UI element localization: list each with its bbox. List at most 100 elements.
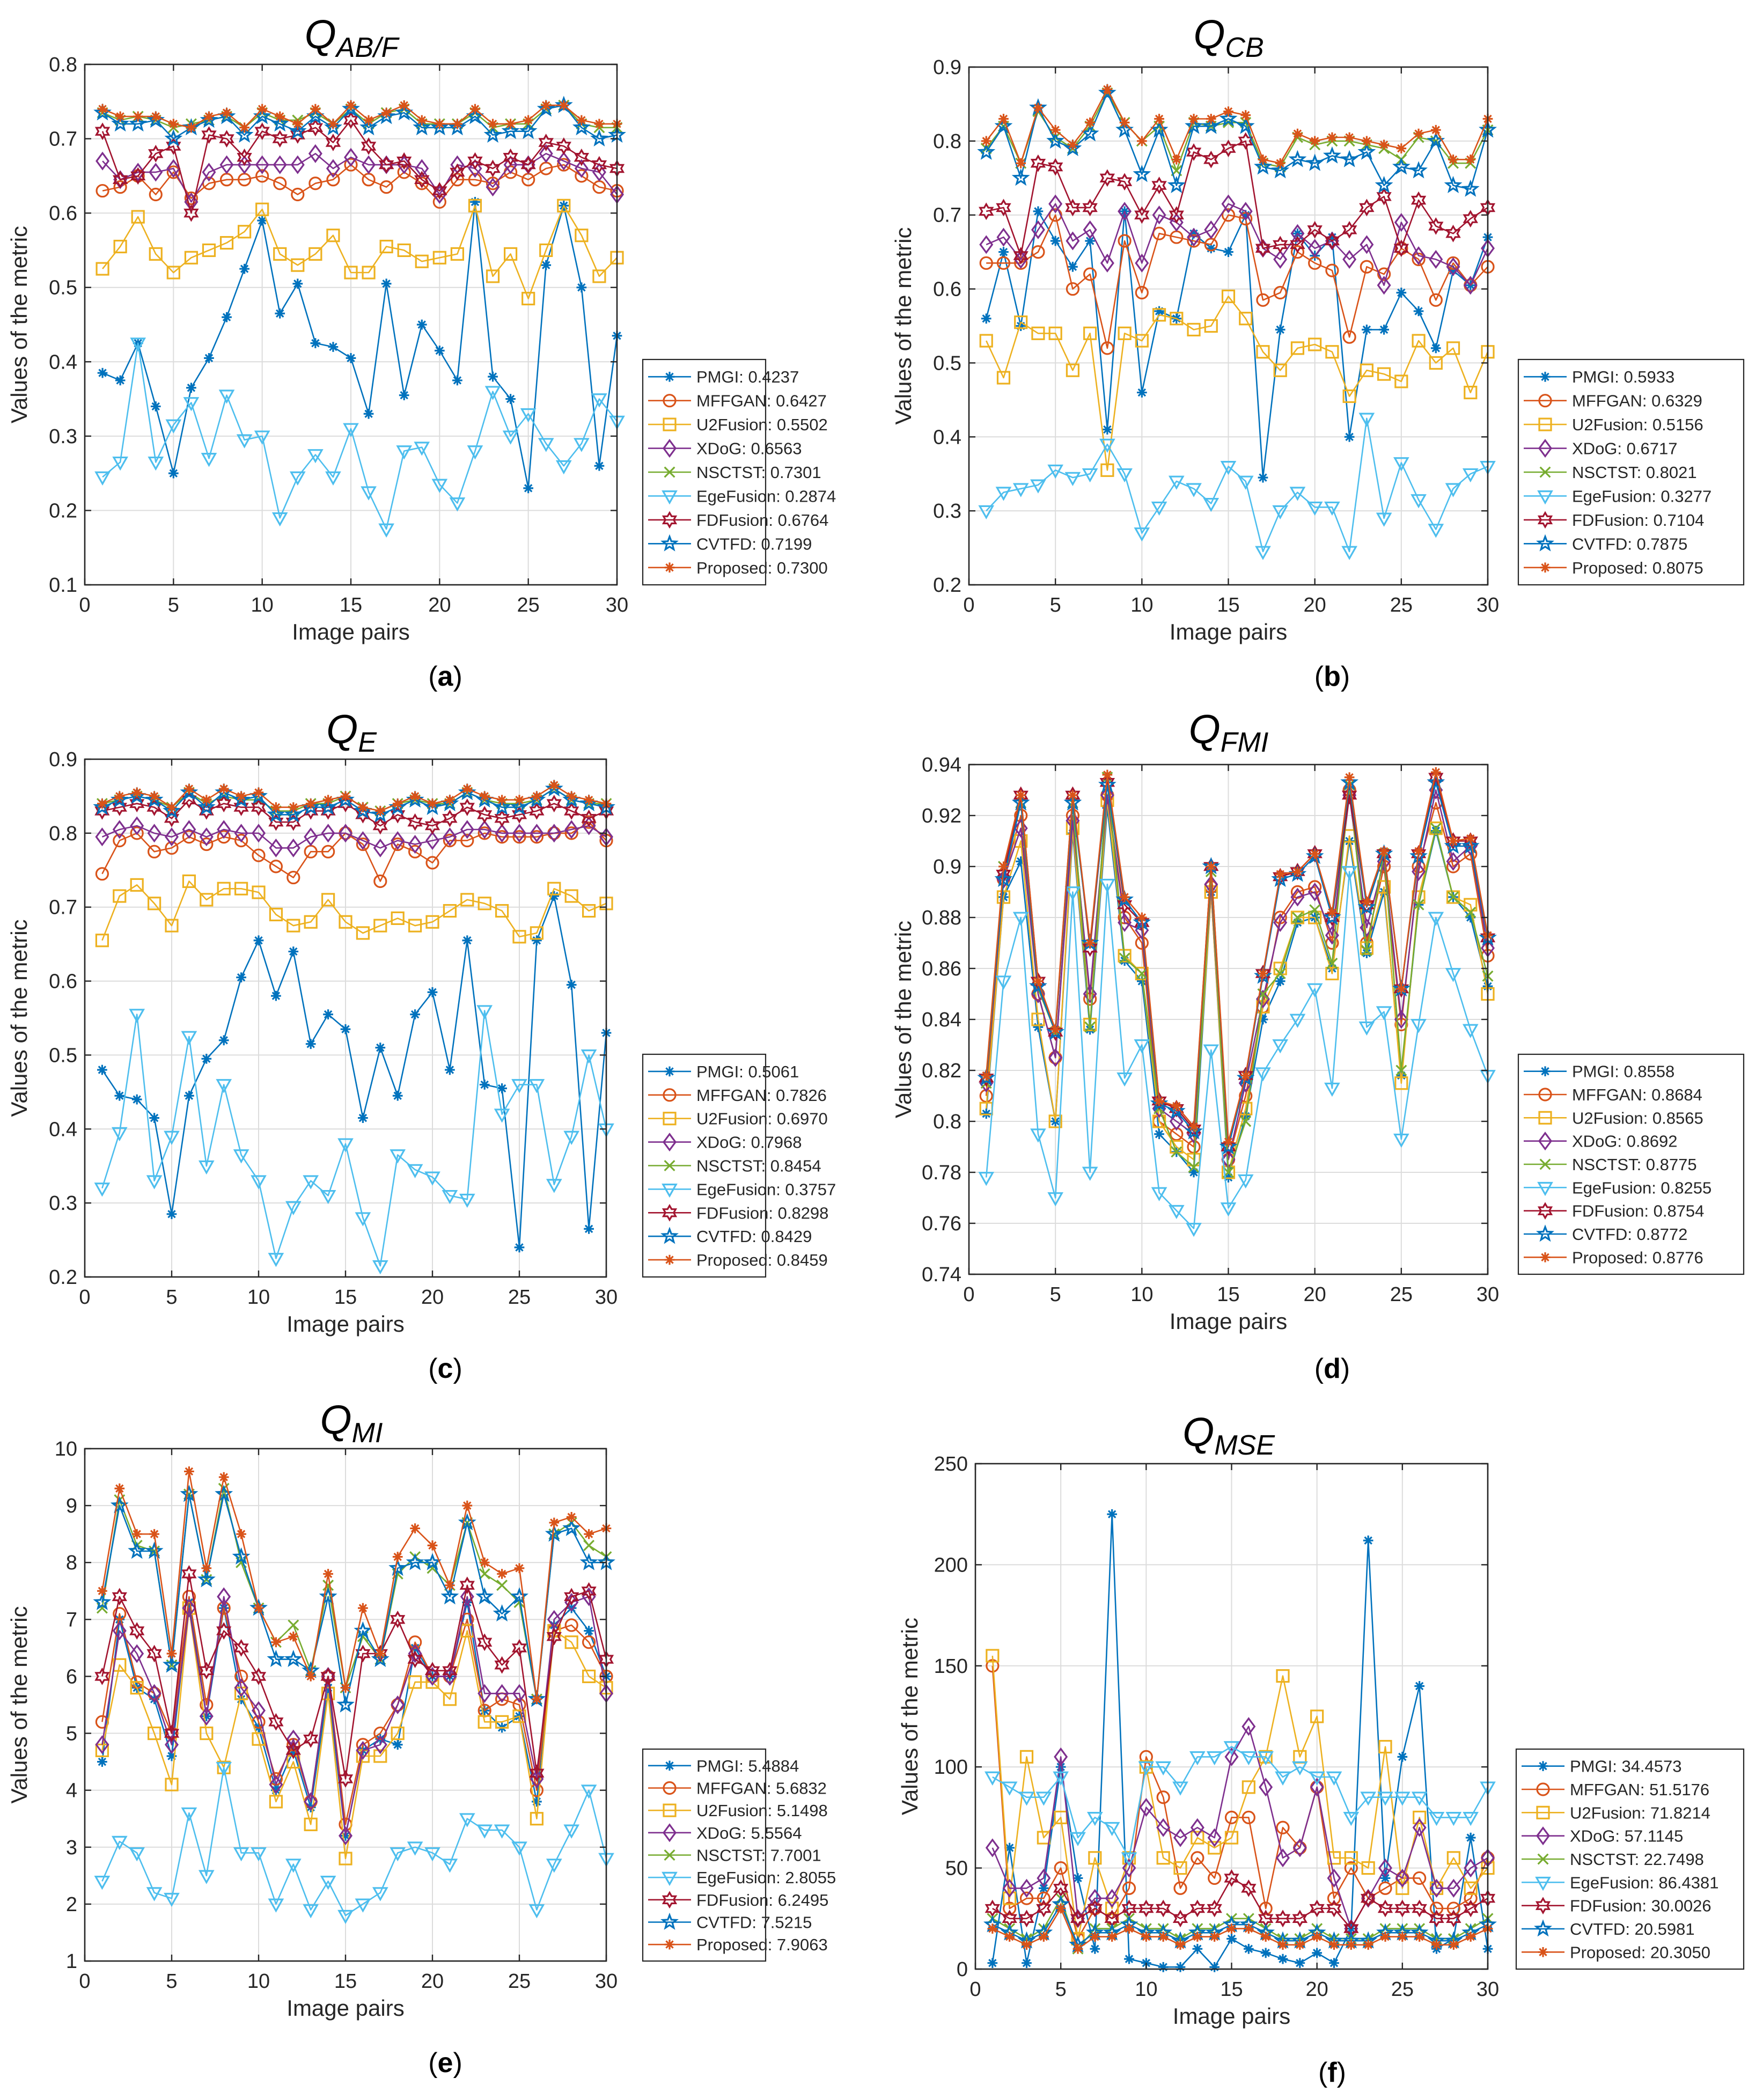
data-point-u2fusion (269, 907, 283, 922)
data-point-xdog (147, 824, 161, 843)
data-point-pmgi (1277, 1954, 1288, 1964)
data-point-fdfusion (1394, 1899, 1411, 1918)
data-point-xdog (1105, 1889, 1119, 1908)
data-point-fdfusion (546, 795, 562, 813)
data-point-u2fusion (1325, 966, 1339, 981)
data-point-xdog (252, 824, 266, 843)
data-point-xdog (985, 1838, 1000, 1857)
legend-label: CVTFD: 0.7875 (1572, 534, 1687, 553)
data-point-u2fusion (1031, 1012, 1045, 1026)
legend-entry-fdfusion: FDFusion: 6.2495 (648, 1891, 828, 1910)
data-point-mffgan (1135, 285, 1149, 300)
data-point-egefusion (1428, 524, 1444, 538)
data-point-proposed (532, 791, 542, 802)
data-point-fdfusion (1155, 1899, 1171, 1918)
data-point-cvtfd (1046, 1022, 1065, 1040)
data-point-mffgan (1100, 341, 1114, 355)
data-point-egefusion (424, 1171, 440, 1186)
series-line-proposed (101, 1471, 607, 1700)
data-point-xdog (1273, 249, 1288, 269)
legend-label: FDFusion: 30.0026 (1570, 1897, 1711, 1915)
legend-label: Proposed: 0.8459 (696, 1251, 828, 1269)
data-point-proposed (1188, 1121, 1199, 1132)
data-point-xdog (1242, 1717, 1256, 1736)
data-point-xdog (1273, 913, 1288, 932)
data-point-proposed (566, 1511, 577, 1522)
data-point-xdog (1412, 246, 1426, 266)
series-line-u2fusion (101, 880, 607, 941)
data-point-fdfusion (233, 1639, 249, 1657)
data-point-egefusion (1138, 1761, 1155, 1776)
y-tick-label: 0.82 (922, 1060, 961, 1082)
data-point-mffgan (1191, 1851, 1204, 1865)
data-point-egefusion (1012, 483, 1029, 497)
data-point-proposed (292, 119, 303, 129)
legend-entry-u2fusion: U2Fusion: 0.6970 (648, 1110, 828, 1128)
data-point-pmgi (1465, 912, 1476, 923)
legend-label: XDoG: 0.8692 (1572, 1132, 1677, 1151)
chart-title: QMI (320, 1397, 383, 1449)
data-point-cvtfd (1063, 793, 1082, 811)
data-point-xdog (112, 1621, 127, 1641)
y-tick-label: 8 (66, 1552, 77, 1574)
data-point-pmgi (566, 980, 577, 990)
data-point-proposed (1396, 983, 1407, 994)
data-point-proposed (1295, 1940, 1305, 1950)
data-point-u2fusion (443, 1692, 457, 1706)
data-point-u2fusion (200, 893, 214, 907)
data-point-xdog (1377, 276, 1391, 295)
data-point-proposed (1243, 1923, 1254, 1934)
data-point-fdfusion (442, 809, 458, 827)
data-point-cvtfd (1444, 175, 1463, 194)
data-point-fdfusion (355, 1644, 371, 1663)
data-point-proposed (1397, 1932, 1408, 1942)
data-point-fdfusion (1360, 1889, 1376, 1907)
data-point-u2fusion (1156, 1851, 1170, 1865)
data-point-xdog (234, 1678, 248, 1698)
data-point-cvtfd (371, 1649, 390, 1667)
data-point-nsctst (1004, 1923, 1016, 1935)
data-point-egefusion (1134, 527, 1150, 542)
data-point-pmgi (1175, 1962, 1186, 1972)
data-point-u2fusion (1019, 1750, 1034, 1764)
data-point-egefusion (1237, 475, 1254, 490)
data-point-pmgi (271, 1785, 281, 1796)
data-point-egefusion (1324, 1082, 1340, 1097)
data-point-egefusion (511, 1841, 527, 1856)
data-point-xdog (592, 163, 606, 182)
data-point-u2fusion (1377, 367, 1391, 381)
data-point-fdfusion (467, 152, 483, 170)
data-point-fdfusion (94, 802, 110, 820)
legend-marker (664, 371, 675, 382)
legend-entry-fdfusion: FDFusion: 0.8298 (648, 1203, 828, 1222)
data-point-nsctst (288, 1619, 299, 1631)
legend-entry-nsctst: NSCTST: 7.7001 (648, 1846, 821, 1865)
data-point-fdfusion (1241, 1879, 1257, 1897)
data-point-u2fusion (1429, 356, 1443, 370)
data-point-proposed (584, 1529, 594, 1539)
data-point-cvtfd (267, 1649, 285, 1667)
data-point-pmgi (1050, 236, 1061, 246)
data-point-u2fusion (460, 893, 474, 907)
data-point-xdog (512, 1684, 526, 1703)
data-point-mffgan (1429, 293, 1443, 307)
legend-marker (1538, 1132, 1552, 1151)
y-tick-label: 0.7 (49, 897, 77, 919)
data-point-u2fusion (478, 897, 491, 911)
data-point-proposed (1154, 1096, 1164, 1106)
data-point-cvtfd (1115, 890, 1134, 908)
data-point-cvtfd (200, 111, 218, 128)
data-point-mffgan (1083, 267, 1097, 281)
data-point-mffgan (379, 180, 393, 194)
data-point-xdog (234, 824, 248, 843)
legend-entry-xdog: XDoG: 5.5564 (648, 1823, 802, 1842)
data-point-proposed (399, 100, 409, 111)
data-point-cvtfd (1409, 161, 1428, 179)
data-point-proposed (1102, 84, 1113, 94)
data-point-fdfusion (1290, 236, 1305, 254)
legend-entry-cvtfd: CVTFD: 7.5215 (648, 1912, 812, 1932)
data-point-nsctst (1430, 823, 1442, 834)
data-point-proposed (323, 1569, 333, 1579)
legend-marker (664, 1066, 675, 1077)
legend-marker (1538, 439, 1552, 458)
